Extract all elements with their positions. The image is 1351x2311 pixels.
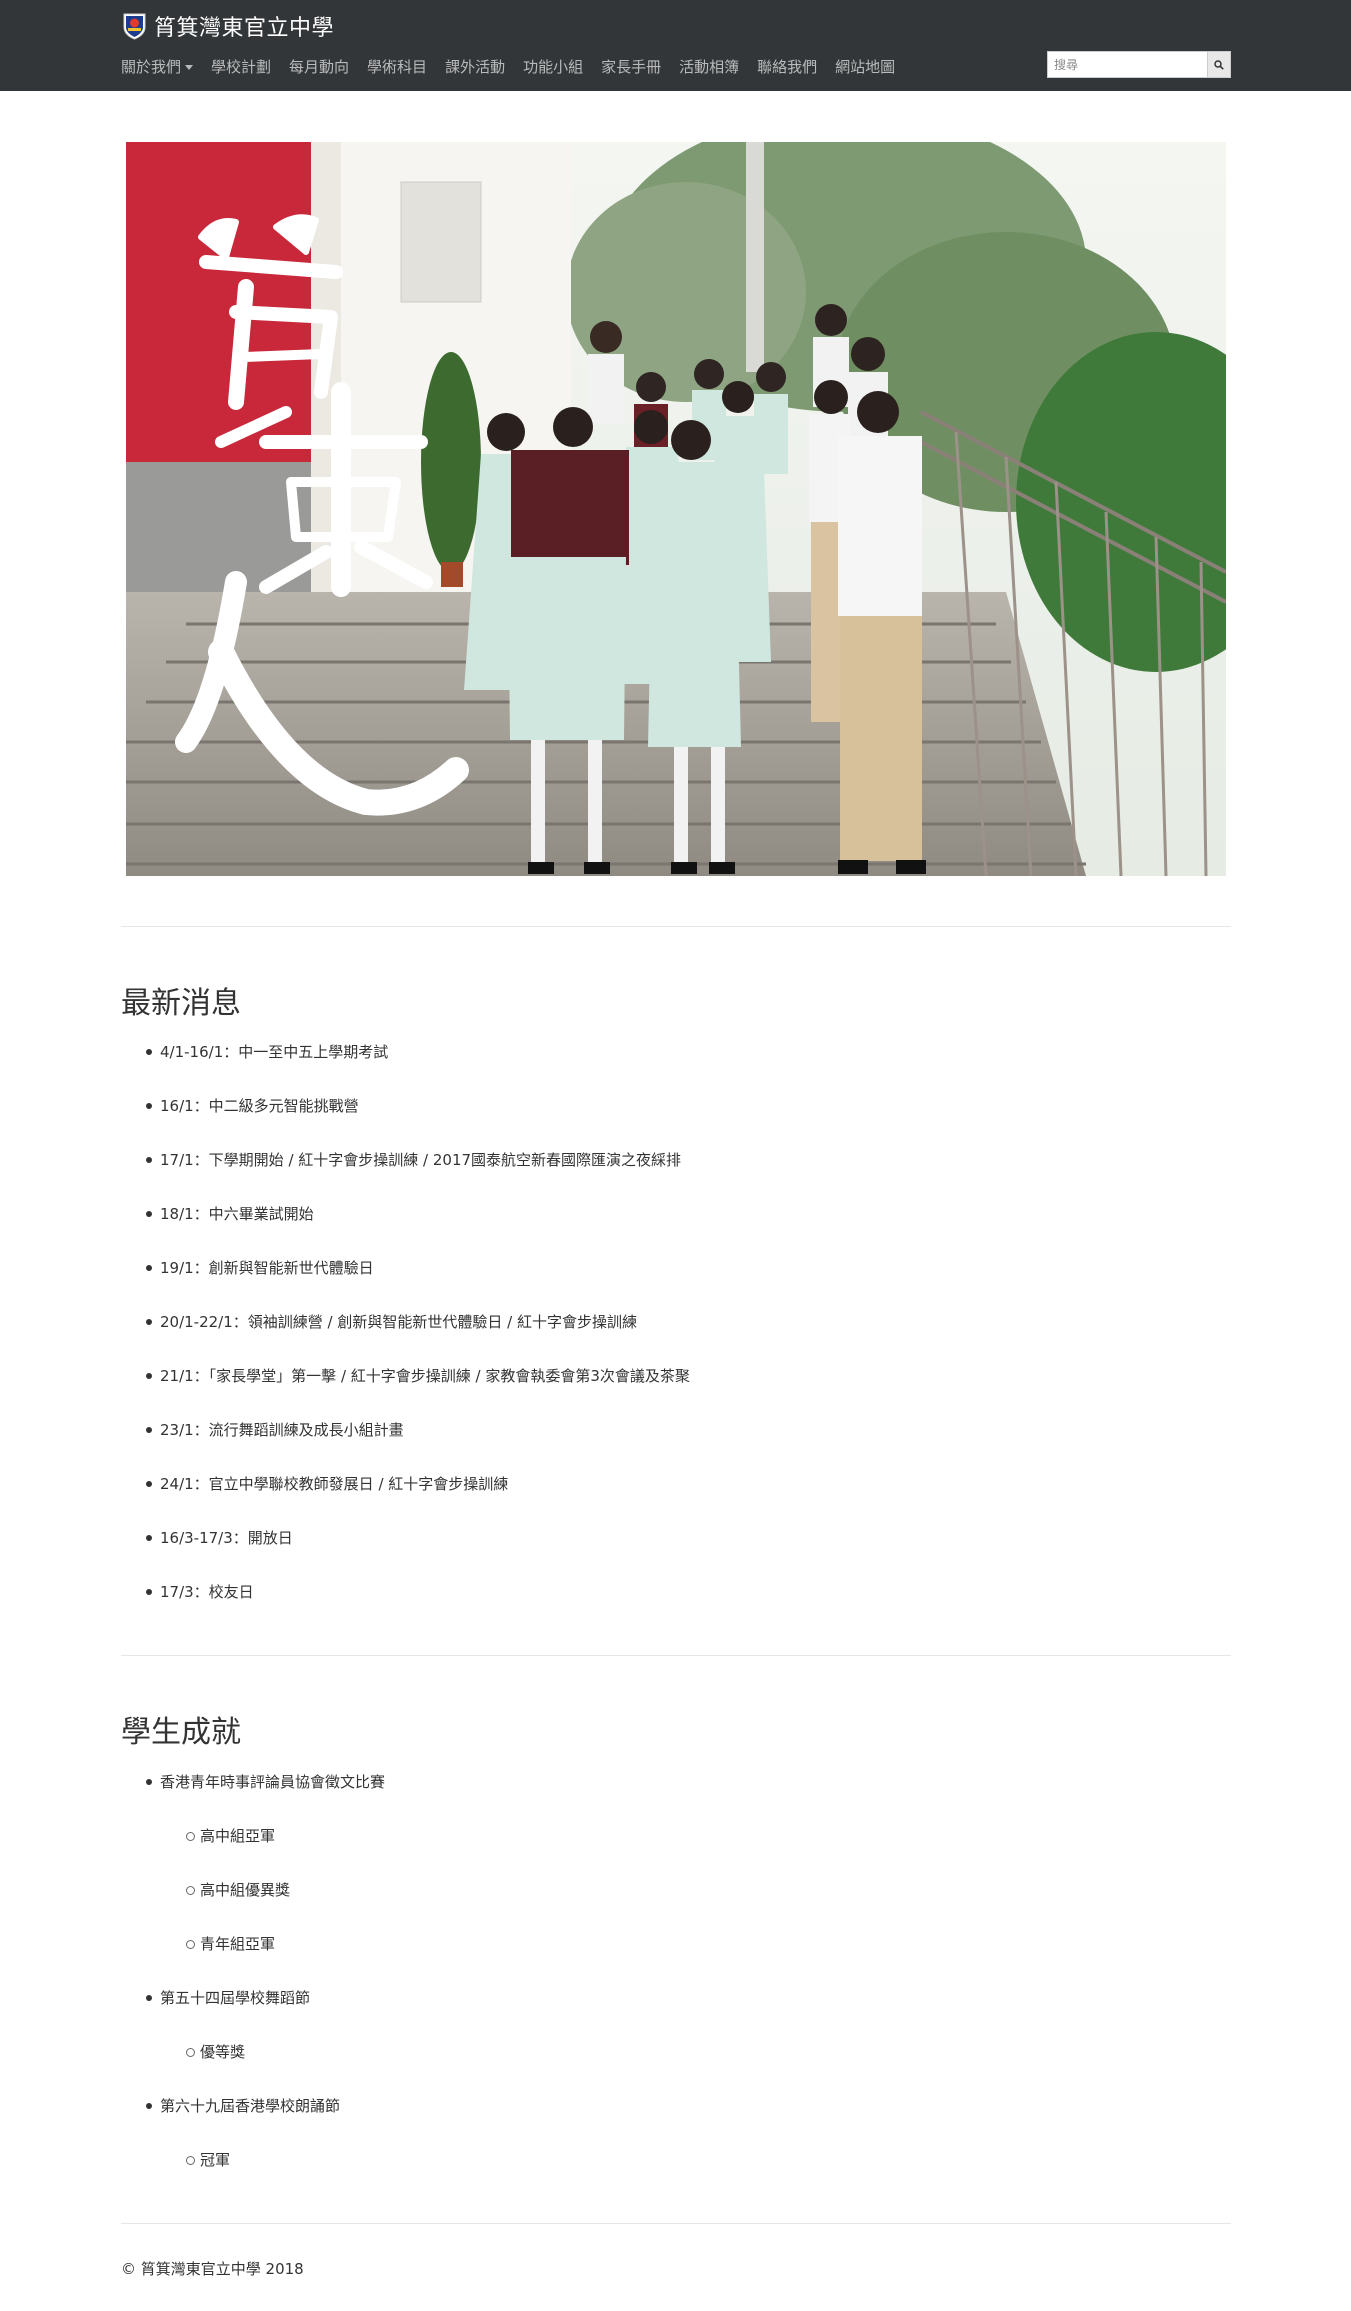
- news-item: 20/1-22/1：領袖訓練營 / 創新與智能新世代體驗日 / 紅十字會步操訓練: [146, 1312, 690, 1366]
- divider: [121, 1655, 1231, 1656]
- achievement-item: 第五十四屆學校舞蹈節 優等獎: [146, 1988, 385, 2096]
- search-icon: [1214, 59, 1224, 70]
- achievements-heading: 學生成就: [121, 1715, 241, 1750]
- students-group-photo: [126, 142, 1226, 876]
- search-button[interactable]: [1207, 51, 1231, 78]
- nav-sitemap[interactable]: 網站地圖: [835, 58, 896, 76]
- nav-academic-subjects[interactable]: 學術科目: [367, 58, 428, 76]
- news-heading: 最新消息: [121, 986, 241, 1021]
- search-input[interactable]: [1047, 51, 1207, 78]
- news-list: 4/1-16/1：中一至中五上學期考試 16/1：中二級多元智能挑戰營 17/1…: [146, 1042, 690, 1636]
- news-item: 23/1：流行舞蹈訓練及成長小組計畫: [146, 1420, 690, 1474]
- achievement-item: 第六十九屆香港學校朗誦節 冠軍: [146, 2096, 385, 2204]
- news-item: 16/3-17/3：開放日: [146, 1528, 690, 1582]
- news-item: 17/1：下學期開始 / 紅十字會步操訓練 / 2017國泰航空新春國際匯演之夜…: [146, 1150, 690, 1204]
- caret-down-icon: [185, 65, 194, 70]
- news-item: 16/1：中二級多元智能挑戰營: [146, 1096, 690, 1150]
- news-item: 19/1：創新與智能新世代體驗日: [146, 1258, 690, 1312]
- nav-contact-us[interactable]: 聯絡我們: [757, 58, 818, 76]
- achievement-awards: 優等獎: [186, 2042, 385, 2096]
- main-menu: 關於我們 學校計劃 每月動向 學術科目 課外活動 功能小組 家長手冊 活動相簿 …: [121, 56, 913, 77]
- nav-about-dropdown[interactable]: 關於我們: [121, 56, 194, 77]
- award-item: 高中組優異獎: [186, 1880, 385, 1934]
- site-brand[interactable]: 筲箕灣東官立中學: [121, 11, 334, 41]
- nav-label: 關於我們: [121, 58, 182, 76]
- achievements-list: 香港青年時事評論員協會徵文比賽 高中組亞軍 高中組優異獎 青年組亞軍 第五十四屆…: [146, 1772, 385, 2204]
- nav-extracurricular[interactable]: 課外活動: [445, 58, 506, 76]
- achievement-item: 香港青年時事評論員協會徵文比賽 高中組亞軍 高中組優異獎 青年組亞軍: [146, 1772, 385, 1988]
- school-crest-icon: [123, 13, 146, 40]
- achievement-label: 第六十九屆香港學校朗誦節: [160, 2097, 341, 2115]
- site-title: 筲箕灣東官立中學: [154, 16, 335, 41]
- achievement-awards: 冠軍: [186, 2150, 385, 2204]
- award-item: 優等獎: [186, 2042, 385, 2096]
- achievement-label: 香港青年時事評論員協會徵文比賽: [160, 1773, 386, 1791]
- nav-monthly-events[interactable]: 每月動向: [289, 58, 350, 76]
- news-item: 24/1：官立中學聯校教師發展日 / 紅十字會步操訓練: [146, 1474, 690, 1528]
- achievement-awards: 高中組亞軍 高中組優異獎 青年組亞軍: [186, 1826, 385, 1988]
- nav-functional-groups[interactable]: 功能小組: [523, 58, 584, 76]
- nav-school-plan[interactable]: 學校計劃: [211, 58, 272, 76]
- news-item: 17/3：校友日: [146, 1582, 690, 1636]
- achievement-label: 第五十四屆學校舞蹈節: [160, 1989, 311, 2007]
- award-item: 高中組亞軍: [186, 1826, 385, 1880]
- news-item: 18/1：中六畢業試開始: [146, 1204, 690, 1258]
- news-item: 4/1-16/1：中一至中五上學期考試: [146, 1042, 690, 1096]
- news-item: 21/1：「家長學堂」第一擊 / 紅十字會步操訓練 / 家教會執委會第3次會議及…: [146, 1366, 690, 1420]
- nav-photo-album[interactable]: 活動相簿: [679, 58, 740, 76]
- footer-copyright: © 筲箕灣東官立中學 2018: [121, 2260, 304, 2278]
- divider: [121, 926, 1231, 927]
- top-navbar: 筲箕灣東官立中學 關於我們 學校計劃 每月動向 學術科目 課外活動 功能小組 家…: [0, 0, 1351, 91]
- award-item: 青年組亞軍: [186, 1934, 385, 1988]
- award-item: 冠軍: [186, 2150, 385, 2204]
- nav-parent-handbook[interactable]: 家長手冊: [601, 58, 662, 76]
- divider: [121, 2223, 1231, 2224]
- hero-banner-image: [126, 142, 1226, 876]
- search-form: [1047, 51, 1231, 78]
